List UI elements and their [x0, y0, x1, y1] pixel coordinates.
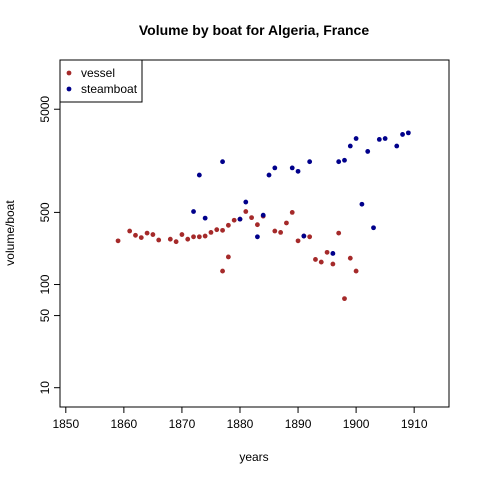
- x-tick-label: 1870: [169, 417, 196, 431]
- legend-label-steamboat: steamboat: [81, 82, 138, 96]
- steamboat-point: [307, 159, 313, 165]
- legend-marker-vessel: [66, 70, 72, 76]
- x-tick-label: 1860: [111, 417, 138, 431]
- vessel-point: [167, 236, 173, 242]
- y-axis-label: volume/boat: [3, 200, 17, 266]
- legend: vessel steamboat: [59, 59, 143, 103]
- steamboat-point: [255, 234, 260, 240]
- steamboat-point: [371, 225, 376, 231]
- x-tick-label: 1850: [52, 417, 79, 431]
- steamboat-point: [365, 149, 371, 154]
- vessel-point: [225, 254, 231, 260]
- vessel-point: [318, 259, 324, 265]
- vessel-point: [115, 238, 121, 244]
- vessel-point: [324, 249, 330, 255]
- x-tick-label: 1880: [227, 417, 254, 431]
- y-tick-label: 5000: [38, 96, 52, 123]
- steamboat-point: [376, 136, 382, 142]
- vessel-point: [173, 239, 179, 245]
- steamboat-point: [220, 159, 225, 165]
- vessel-point: [289, 210, 295, 215]
- vessel-point: [231, 217, 237, 223]
- y-tick-label: 500: [38, 202, 52, 222]
- series-steamboat: [191, 130, 411, 256]
- steamboat-point: [272, 165, 278, 171]
- steamboat-point: [289, 165, 295, 171]
- y-tick-label: 100: [38, 274, 52, 294]
- vessel-point: [272, 228, 278, 234]
- vessel-point: [214, 227, 220, 233]
- steamboat-point: [336, 159, 342, 165]
- vessel-point: [284, 220, 289, 226]
- vessel-point: [202, 233, 208, 239]
- steamboat-point: [202, 215, 208, 221]
- vessel-point: [295, 238, 301, 244]
- vessel-point: [220, 268, 225, 274]
- vessel-point: [225, 222, 231, 228]
- chart-title: Volume by boat for Algeria, France: [139, 22, 369, 38]
- steamboat-point: [260, 212, 266, 218]
- vessel-point: [307, 234, 313, 240]
- steamboat-point: [301, 233, 307, 239]
- steamboat-point: [347, 143, 353, 149]
- legend-label-vessel: vessel: [81, 66, 115, 80]
- vessel-point: [220, 227, 225, 233]
- steamboat-point: [191, 209, 196, 214]
- vessel-point: [144, 230, 150, 236]
- steamboat-point: [330, 251, 336, 256]
- steamboat-point: [266, 172, 272, 178]
- x-tick-label: 1890: [285, 417, 312, 431]
- vessel-point: [347, 255, 353, 261]
- vessel-point: [353, 268, 359, 274]
- steamboat-point: [405, 130, 411, 136]
- vessel-point: [179, 232, 185, 237]
- vessel-point: [249, 215, 254, 221]
- steamboat-point: [382, 136, 388, 141]
- x-tick-label: 1910: [401, 417, 428, 431]
- y-tick-label: 10: [38, 381, 52, 395]
- steamboat-point: [295, 168, 301, 174]
- steamboat-point: [342, 157, 347, 163]
- vessel-point: [133, 232, 138, 238]
- data-points: [115, 130, 411, 302]
- vessel-point: [196, 234, 202, 240]
- series-vessel: [115, 209, 359, 302]
- legend-box: [59, 59, 143, 103]
- vessel-point: [150, 232, 156, 237]
- steamboat-point: [237, 216, 243, 222]
- vessel-point: [185, 236, 191, 242]
- vessel-point: [208, 230, 214, 235]
- vessel-point: [191, 234, 196, 240]
- vessel-point: [138, 235, 144, 240]
- vessel-point: [336, 230, 342, 236]
- plot-frame: [59, 59, 450, 408]
- y-axis: 10 50 100 500 5000: [38, 96, 60, 395]
- legend-marker-steamboat: [66, 86, 72, 92]
- steamboat-point: [400, 132, 405, 137]
- vessel-point: [255, 222, 260, 228]
- vessel-point: [313, 257, 318, 262]
- vessel-point: [342, 296, 347, 302]
- vessel-point: [278, 230, 284, 235]
- vessel-point: [156, 237, 162, 243]
- steamboat-point: [359, 201, 365, 207]
- vessel-point: [127, 228, 133, 234]
- x-axis-label: years: [239, 450, 268, 464]
- steamboat-point: [353, 136, 359, 141]
- y-tick-label: 50: [38, 309, 52, 323]
- vessel-point: [330, 261, 336, 267]
- steamboat-point: [243, 199, 249, 205]
- vessel-point: [243, 209, 249, 214]
- x-axis: 1850 1860 1870 1880 1890 1900 1910: [52, 407, 428, 431]
- steamboat-point: [394, 143, 400, 149]
- x-tick-label: 1900: [343, 417, 370, 431]
- steamboat-point: [196, 172, 202, 178]
